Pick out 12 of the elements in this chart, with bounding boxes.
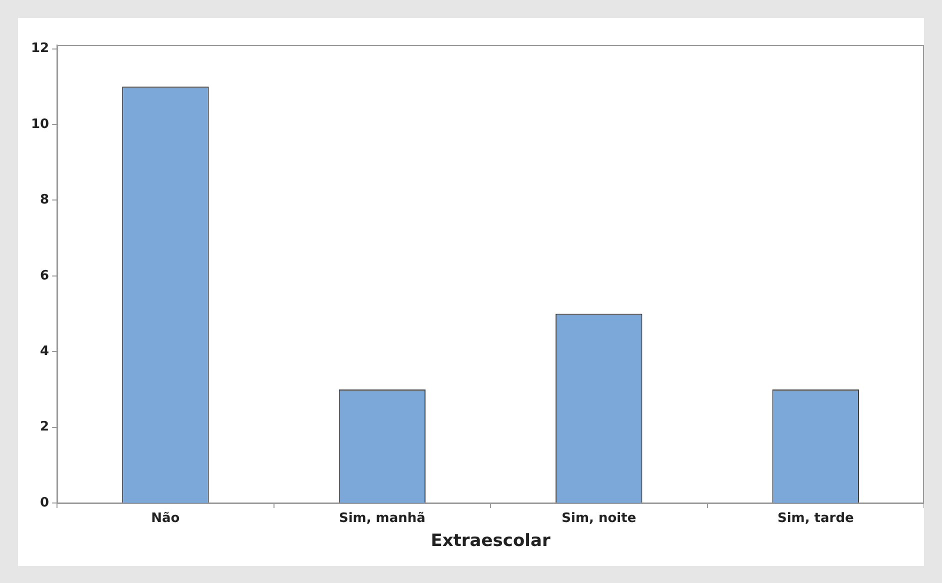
x-tick-label: Sim, tarde <box>777 511 854 526</box>
y-tick-label: 8 <box>40 192 50 208</box>
y-tick-label: 0 <box>40 495 50 510</box>
x-axis-title: Extraescolar <box>430 531 551 552</box>
y-tick-label: 12 <box>30 41 50 56</box>
y-tick-label: 4 <box>40 344 50 359</box>
x-tick-label: Não <box>151 511 180 526</box>
y-tick-label: 10 <box>30 116 50 132</box>
y-tick-label: 6 <box>40 268 50 284</box>
x-tick-label: Sim, manhã <box>338 511 426 526</box>
y-tick-label: 2 <box>40 420 50 435</box>
x-tick-label: Sim, noite <box>562 511 636 526</box>
